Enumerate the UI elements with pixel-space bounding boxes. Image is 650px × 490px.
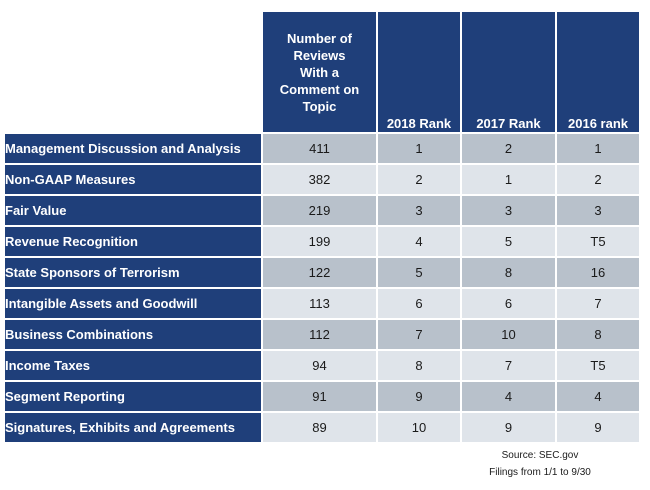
topic-cell: Signatures, Exhibits and Agreements bbox=[5, 413, 261, 442]
rank-2016-cell: 2 bbox=[557, 165, 639, 194]
rank-2017-cell: 8 bbox=[462, 258, 555, 287]
header-corner bbox=[5, 12, 261, 132]
reviews-cell: 91 bbox=[263, 382, 376, 411]
filings-date-range: Filings from 1/1 to 9/30 bbox=[489, 467, 591, 478]
source-note: Source: SEC.gov bbox=[501, 450, 579, 461]
rank-2017-cell: 5 bbox=[462, 227, 555, 256]
reviews-cell: 382 bbox=[263, 165, 376, 194]
header-rank-2016: 2016 rank bbox=[557, 12, 639, 132]
rank-2016-cell: 4 bbox=[557, 382, 639, 411]
header-rank-2018: 2018 Rank bbox=[378, 12, 460, 132]
header-reviews-label: Number of Reviews With a Comment on Topi… bbox=[279, 30, 360, 114]
topic-cell: Management Discussion and Analysis bbox=[5, 134, 261, 163]
rank-2018-cell: 5 bbox=[378, 258, 460, 287]
reviews-cell: 89 bbox=[263, 413, 376, 442]
table-row: State Sponsors of Terrorism 122 5 8 16 bbox=[5, 258, 639, 287]
table-row: Non-GAAP Measures 382 2 1 2 bbox=[5, 165, 639, 194]
rank-2017-cell: 2 bbox=[462, 134, 555, 163]
reviews-cell: 122 bbox=[263, 258, 376, 287]
table-row: Income Taxes 94 8 7 T5 bbox=[5, 351, 639, 380]
header-rank-2017: 2017 Rank bbox=[462, 12, 555, 132]
table-row: Management Discussion and Analysis 411 1… bbox=[5, 134, 639, 163]
rank-2018-cell: 10 bbox=[378, 413, 460, 442]
rank-2018-cell: 1 bbox=[378, 134, 460, 163]
reviews-cell: 94 bbox=[263, 351, 376, 380]
reviews-cell: 411 bbox=[263, 134, 376, 163]
reviews-cell: 113 bbox=[263, 289, 376, 318]
rank-2016-cell: 9 bbox=[557, 413, 639, 442]
rank-2017-cell: 4 bbox=[462, 382, 555, 411]
rank-2017-cell: 6 bbox=[462, 289, 555, 318]
table-row: Fair Value 219 3 3 3 bbox=[5, 196, 639, 225]
rank-2017-cell: 3 bbox=[462, 196, 555, 225]
rank-2017-cell: 9 bbox=[462, 413, 555, 442]
rank-2017-cell: 10 bbox=[462, 320, 555, 349]
rank-2017-cell: 7 bbox=[462, 351, 555, 380]
rank-2017-cell: 1 bbox=[462, 165, 555, 194]
table-row: Segment Reporting 91 9 4 4 bbox=[5, 382, 639, 411]
rank-2018-cell: 7 bbox=[378, 320, 460, 349]
topic-cell: Segment Reporting bbox=[5, 382, 261, 411]
topic-cell: Non-GAAP Measures bbox=[5, 165, 261, 194]
topic-cell: Income Taxes bbox=[5, 351, 261, 380]
rank-2018-cell: 3 bbox=[378, 196, 460, 225]
table-row: Business Combinations 112 7 10 8 bbox=[5, 320, 639, 349]
table-row: Signatures, Exhibits and Agreements 89 1… bbox=[5, 413, 639, 442]
rank-2018-cell: 8 bbox=[378, 351, 460, 380]
rank-2018-cell: 4 bbox=[378, 227, 460, 256]
rank-2018-cell: 2 bbox=[378, 165, 460, 194]
table-row: Revenue Recognition 199 4 5 T5 bbox=[5, 227, 639, 256]
table-row: Intangible Assets and Goodwill 113 6 6 7 bbox=[5, 289, 639, 318]
rank-2016-cell: 3 bbox=[557, 196, 639, 225]
topic-cell: Intangible Assets and Goodwill bbox=[5, 289, 261, 318]
topic-cell: Fair Value bbox=[5, 196, 261, 225]
rank-2018-cell: 6 bbox=[378, 289, 460, 318]
topic-cell: Revenue Recognition bbox=[5, 227, 261, 256]
topic-cell: State Sponsors of Terrorism bbox=[5, 258, 261, 287]
rank-2016-cell: 8 bbox=[557, 320, 639, 349]
rank-2016-cell: T5 bbox=[557, 351, 639, 380]
rank-2018-cell: 9 bbox=[378, 382, 460, 411]
rank-2016-cell: 1 bbox=[557, 134, 639, 163]
rank-2016-cell: T5 bbox=[557, 227, 639, 256]
reviews-cell: 199 bbox=[263, 227, 376, 256]
rank-2016-cell: 16 bbox=[557, 258, 639, 287]
comment-topics-table: Number of Reviews With a Comment on Topi… bbox=[3, 10, 641, 444]
reviews-cell: 112 bbox=[263, 320, 376, 349]
rank-2016-cell: 7 bbox=[557, 289, 639, 318]
header-reviews: Number of Reviews With a Comment on Topi… bbox=[263, 12, 376, 132]
topic-cell: Business Combinations bbox=[5, 320, 261, 349]
reviews-cell: 219 bbox=[263, 196, 376, 225]
table-header-row: Number of Reviews With a Comment on Topi… bbox=[5, 12, 639, 132]
